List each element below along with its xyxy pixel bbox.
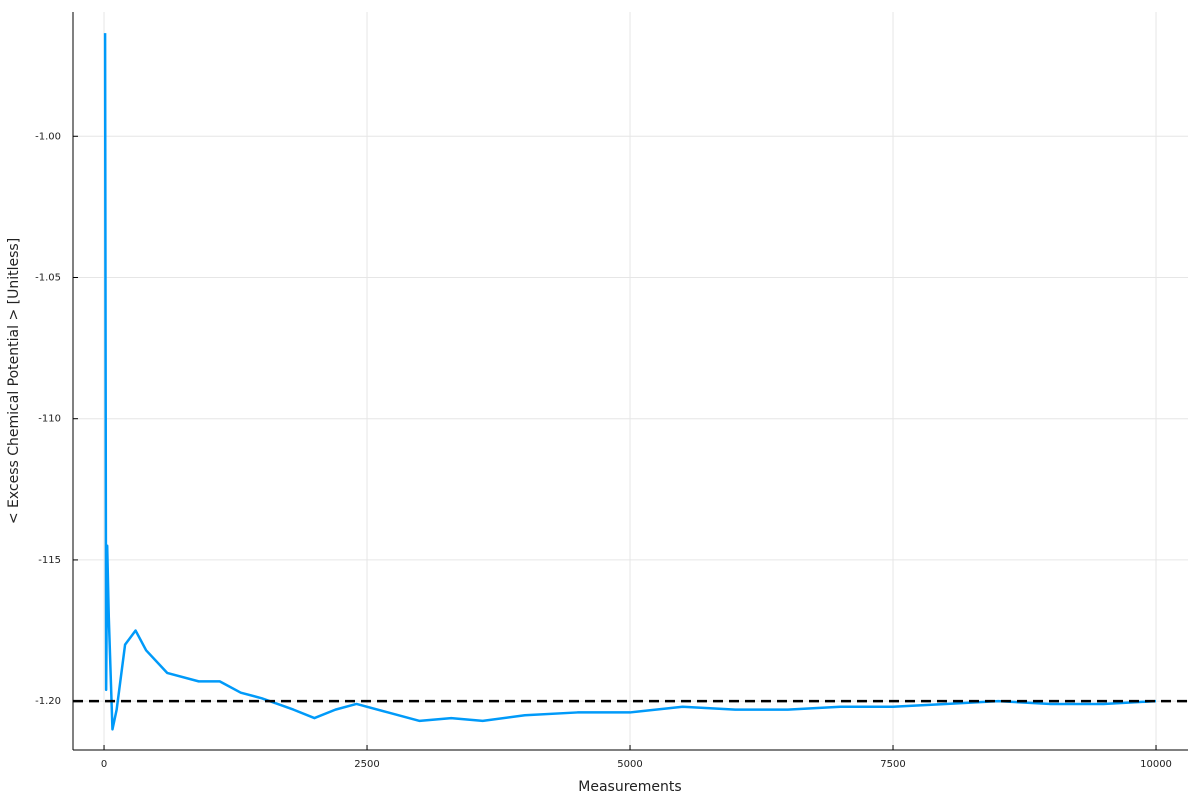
x-tick-label: 0 xyxy=(101,759,107,770)
x-tick-label: 7500 xyxy=(880,759,905,770)
data-line xyxy=(103,33,1157,731)
y-tick-label: -1.00 xyxy=(35,131,61,142)
y-axis-label: < Excess Chemical Potential > [Unitless] xyxy=(6,238,22,524)
x-tick-label: 5000 xyxy=(617,759,642,770)
y-tick-label: -1.20 xyxy=(35,696,61,707)
x-tick-label: 10000 xyxy=(1140,759,1172,770)
x-axis-label: Measurements xyxy=(578,779,681,795)
y-tick-label: -110 xyxy=(38,414,61,425)
y-tick-label: -115 xyxy=(38,555,61,566)
x-tick-label: 2500 xyxy=(354,759,379,770)
y-tick-label: -1.05 xyxy=(35,272,61,283)
